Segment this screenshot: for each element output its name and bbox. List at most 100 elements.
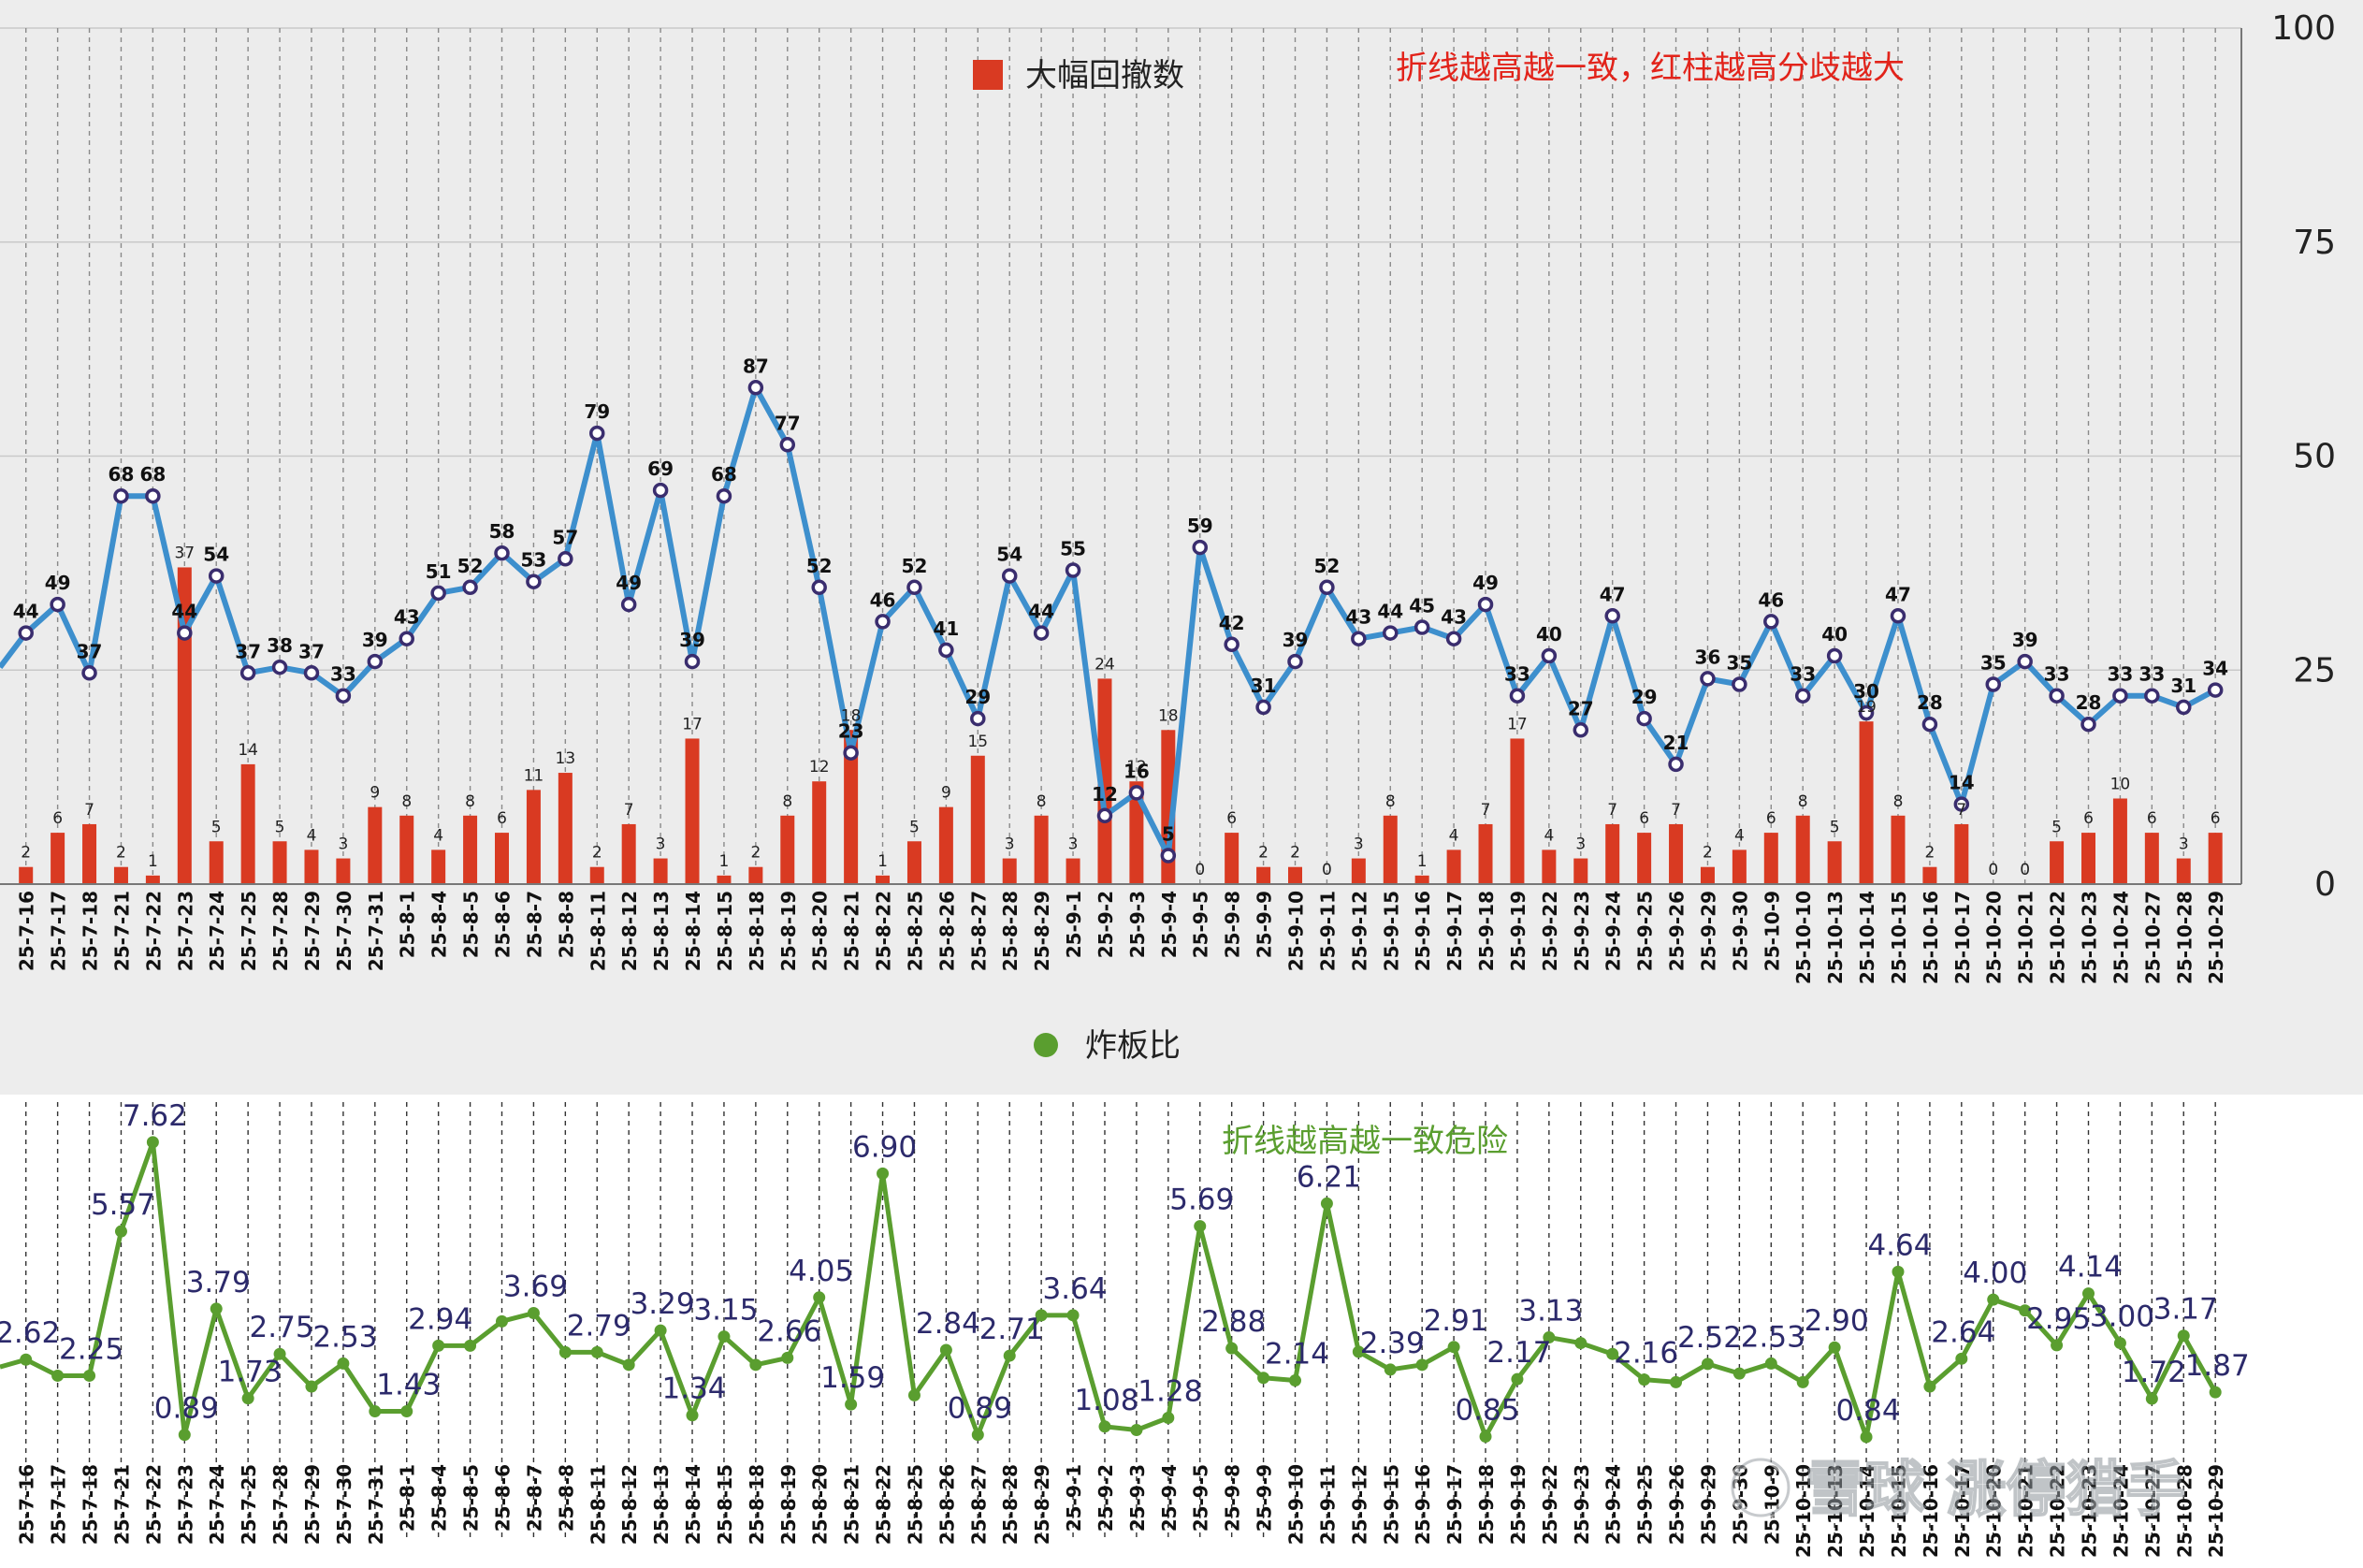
bar xyxy=(558,773,573,884)
bar-value-label: 8 xyxy=(1798,792,1808,811)
bar-value-label: 2 xyxy=(750,844,761,863)
bar-value-label: 6 xyxy=(1226,809,1237,828)
bottom-x-tick-label: 25-8-29 xyxy=(1031,1464,1053,1545)
bar-value-label: 2 xyxy=(1290,844,1300,863)
bar xyxy=(1225,833,1239,884)
line-point-marker xyxy=(239,665,256,681)
break-ratio-value-label: 2.52 xyxy=(1677,1321,1742,1355)
top-gridlines xyxy=(0,27,2241,884)
top-x-tick-label: 25-8-15 xyxy=(714,891,736,971)
bottom-legend: 炸板比 折线越高越一致危险 xyxy=(1034,1027,1508,1160)
break-ratio-value-label: 0.89 xyxy=(948,1392,1012,1426)
line-point-marker xyxy=(1763,614,1779,630)
line-value-label: 53 xyxy=(520,549,546,572)
top-x-tick-label: 25-9-15 xyxy=(1380,891,1402,971)
line-value-label: 43 xyxy=(1441,606,1467,629)
break-ratio-point xyxy=(1860,1430,1873,1444)
bar xyxy=(2144,833,2159,884)
top-x-tick-label: 25-7-24 xyxy=(206,891,228,971)
break-ratio-point xyxy=(432,1339,445,1352)
bar-value-label: 8 xyxy=(401,792,412,811)
right-axis-tick-label: 75 xyxy=(2293,224,2336,262)
bar-value-label: 0 xyxy=(1322,861,1332,879)
line-point-marker xyxy=(1794,688,1811,704)
break-ratio-point xyxy=(1479,1430,1492,1443)
bar-value-label: 5 xyxy=(1830,818,1840,836)
line-point-marker xyxy=(1287,653,1303,670)
line-value-label: 57 xyxy=(552,526,578,548)
line-point-marker xyxy=(1351,631,1367,646)
break-ratio-point xyxy=(558,1345,572,1358)
line-point-marker xyxy=(1192,539,1208,556)
bottom-x-tick-label: 25-7-22 xyxy=(142,1464,165,1545)
bottom-x-tick-label: 25-9-29 xyxy=(1697,1464,1719,1545)
break-ratio-value-label: 4.14 xyxy=(2058,1251,2123,1285)
bar xyxy=(1383,815,1398,884)
bottom-x-tick-label: 25-9-19 xyxy=(1507,1464,1529,1545)
bar-value-label: 2 xyxy=(592,844,602,863)
break-ratio-value-label: 1.87 xyxy=(2185,1349,2250,1383)
bar xyxy=(2081,833,2095,884)
line-value-label: 52 xyxy=(1313,555,1340,577)
line-point-marker xyxy=(81,665,97,681)
bottom-x-tick-label: 25-8-7 xyxy=(523,1464,545,1532)
top-x-tick-label: 25-9-30 xyxy=(1729,891,1751,971)
top-x-tick-label: 25-7-25 xyxy=(238,891,260,971)
bar-value-label: 4 xyxy=(1734,826,1745,845)
line-value-label: 45 xyxy=(1409,595,1435,617)
top-x-tick-label: 25-8-6 xyxy=(492,891,515,958)
line-value-label: 12 xyxy=(1092,783,1118,806)
line-point-marker xyxy=(271,659,288,675)
bottom-x-tick-label: 25-8-6 xyxy=(492,1464,515,1532)
line-point-marker xyxy=(747,380,764,396)
break-ratio-point xyxy=(1257,1372,1270,1385)
break-ratio-point xyxy=(1194,1220,1207,1233)
bottom-x-tick-label: 25-8-15 xyxy=(714,1464,736,1545)
bar-value-label: 1 xyxy=(719,852,730,871)
top-x-tick-label: 25-8-25 xyxy=(904,891,926,971)
break-ratio-value-label: 3.29 xyxy=(631,1287,695,1321)
break-ratio-point xyxy=(845,1398,858,1411)
bar-value-label: 2 xyxy=(1924,844,1935,863)
bar xyxy=(368,806,383,884)
bar xyxy=(970,755,985,884)
line-value-label: 29 xyxy=(964,686,991,708)
top-x-tick-label: 25-7-16 xyxy=(16,891,38,971)
bar xyxy=(1669,823,1684,884)
line-value-label: 39 xyxy=(1283,629,1309,651)
break-ratio-point xyxy=(1987,1293,2000,1306)
bar-value-label: 18 xyxy=(1158,706,1179,725)
line-point-marker xyxy=(145,487,161,504)
bar-value-label: 3 xyxy=(1575,835,1586,854)
bottom-x-tick-label: 25-9-10 xyxy=(1285,1464,1308,1545)
bar xyxy=(1795,815,1810,884)
line-value-label: 31 xyxy=(2170,675,2196,697)
bottom-x-tick-label: 25-10-17 xyxy=(1951,1464,1974,1558)
break-ratio-point xyxy=(1384,1363,1397,1376)
top-x-tick-label: 25-9-17 xyxy=(1443,891,1466,971)
break-ratio-point xyxy=(749,1358,762,1372)
break-ratio-value-label: 1.72 xyxy=(2122,1356,2186,1389)
break-ratio-value-label: 2.71 xyxy=(979,1313,1044,1346)
top-x-tick-label: 25-9-2 xyxy=(1095,891,1117,958)
line-point-marker xyxy=(208,568,225,584)
line-value-label: 52 xyxy=(457,555,484,577)
bottom-x-tick-label: 25-10-29 xyxy=(2205,1464,2227,1558)
bottom-x-tick-label: 25-10-27 xyxy=(2141,1464,2164,1558)
line-value-label: 44 xyxy=(171,601,197,623)
bar xyxy=(177,567,192,884)
bar xyxy=(1446,849,1461,884)
break-ratio-point xyxy=(1796,1375,1809,1388)
bottom-x-tick-label: 25-9-24 xyxy=(1602,1464,1625,1545)
break-ratio-point xyxy=(1764,1357,1777,1370)
bar xyxy=(431,849,446,884)
top-x-tick-label: 25-8-12 xyxy=(618,891,641,971)
break-ratio-value-label: 1.73 xyxy=(218,1356,283,1389)
line-point-marker xyxy=(335,688,352,704)
break-ratio-point xyxy=(1352,1345,1365,1358)
line-value-label: 58 xyxy=(489,520,515,543)
line-point-marker xyxy=(843,745,859,761)
line-value-label: 40 xyxy=(1821,623,1848,646)
break-ratio-value-label: 5.69 xyxy=(1169,1183,1234,1217)
